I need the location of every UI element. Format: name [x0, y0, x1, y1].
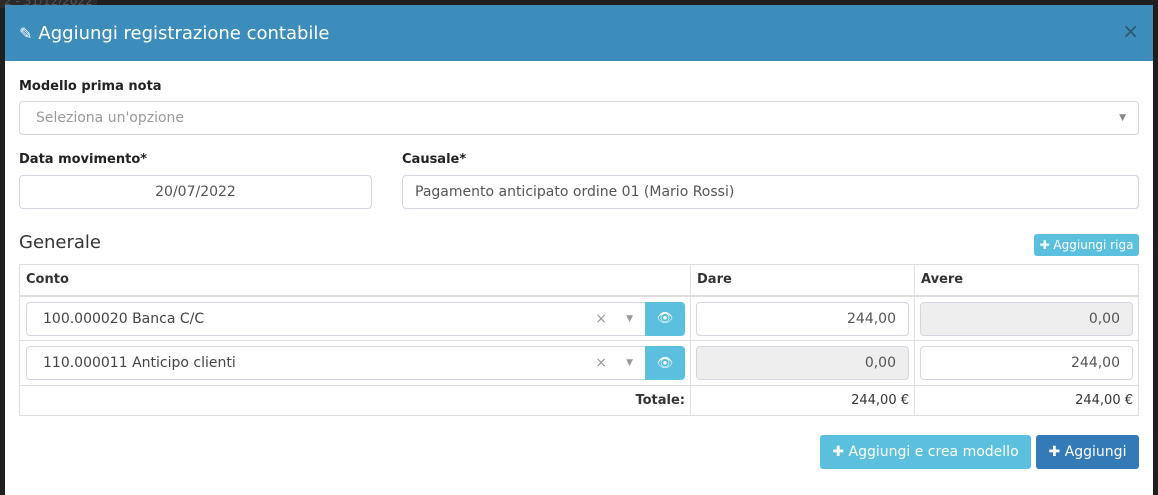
chevron-down-icon: ▼ [626, 313, 633, 324]
conto-value: 110.000011 Anticipo clienti [43, 355, 236, 371]
conto-select[interactable]: 110.000011 Anticipo clienti × ▼ [26, 346, 646, 380]
table-row: 100.000020 Banca C/C × ▼ 👁 244,00 0,00 [19, 295, 1139, 341]
modello-label: Modello prima nota [19, 79, 162, 94]
add-row-button[interactable]: ✚ Aggiungi riga [1034, 234, 1139, 256]
background-date-range: 2 - 31/12/2022 [0, 0, 97, 8]
modal-title: Aggiungi registrazione contabile [38, 22, 330, 44]
avere-input[interactable]: 244,00 [920, 346, 1133, 380]
add-button[interactable]: ✚ Aggiungi [1036, 435, 1139, 469]
total-label: Totale: [19, 385, 691, 416]
total-row: Totale: 244,00 € 244,00 € [19, 385, 1139, 416]
total-dare: 244,00 € [690, 385, 915, 416]
modal: ✎ Aggiungi registrazione contabile × Mod… [5, 5, 1153, 495]
conto-value: 100.000020 Banca C/C [43, 310, 205, 327]
eye-icon: 👁 [656, 311, 674, 326]
chevron-down-icon: ▼ [626, 358, 633, 368]
causale-label: Causale* [402, 152, 467, 167]
table-row: 110.000011 Anticipo clienti × ▼ 👁 0,00 244,… [19, 340, 1139, 386]
dare-input: 0,00 [696, 346, 909, 380]
add-and-create-model-button[interactable]: ✚ Aggiungi e crea modello [820, 435, 1031, 469]
clear-icon[interactable]: × [595, 310, 607, 327]
conto-select[interactable]: 100.000020 Banca C/C × ▼ [26, 301, 646, 336]
total-avere: 244,00 € [914, 385, 1139, 416]
header-conto: Conto [19, 264, 691, 297]
entries-table: Conto Dare Avere 100.000020 Banca C/C × ▼ 👁… [19, 264, 1139, 416]
dare-input[interactable]: 244,00 [696, 301, 909, 336]
modello-select[interactable]: Seleziona un'opzione ▼ [19, 101, 1139, 135]
avere-input: 0,00 [920, 301, 1133, 336]
close-button[interactable]: × [1122, 19, 1139, 43]
view-button[interactable]: 👁 [645, 346, 685, 380]
data-label: Data movimento* [19, 152, 148, 167]
header-dare: Dare [690, 264, 915, 297]
header-avere: Avere [914, 264, 1139, 297]
modello-placeholder: Seleziona un'opzione [36, 110, 185, 126]
pencil-icon: ✎ [19, 23, 33, 43]
data-movimento-input[interactable]: 20/07/2022 [19, 175, 372, 209]
eye-icon: 👁 [656, 355, 674, 371]
causale-input[interactable]: Pagamento anticipato ordine 01 (Mario Ro… [402, 175, 1139, 209]
view-button[interactable]: 👁 [645, 301, 685, 336]
chevron-down-icon: ▼ [1119, 113, 1126, 123]
clear-icon[interactable]: × [595, 355, 607, 371]
section-title: Generale [19, 232, 102, 253]
modal-header: ✎ Aggiungi registrazione contabile [5, 5, 1153, 61]
